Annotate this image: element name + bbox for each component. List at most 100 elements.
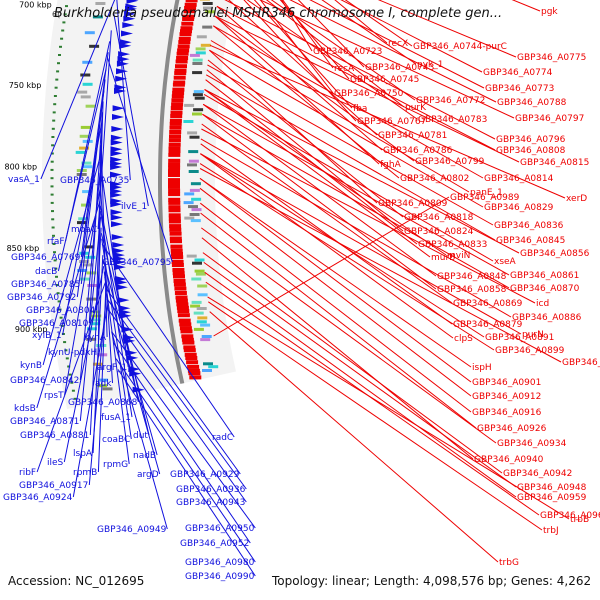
forward-gene	[170, 106, 183, 110]
tick-dot	[50, 201, 54, 204]
category-block	[95, 2, 106, 5]
leader-line	[208, 301, 543, 531]
forward-gene	[181, 337, 194, 342]
category-block	[197, 284, 208, 288]
reverse-gene	[110, 201, 123, 208]
forward-gene	[175, 295, 188, 300]
leader-line	[76, 90, 105, 298]
forward-gene	[182, 14, 195, 19]
leader-line	[36, 282, 106, 473]
leader-line	[42, 156, 101, 366]
kbp-label: 850 kbp	[7, 244, 40, 253]
gene-label-right: clpS	[454, 334, 473, 344]
forward-gene	[172, 87, 185, 92]
category-block	[200, 338, 211, 342]
gene-label-left: GBP346_A0735	[60, 176, 129, 186]
reverse-gene	[110, 184, 122, 191]
reverse-gene	[112, 114, 124, 120]
kbp-label: 800 kbp	[4, 163, 37, 172]
forward-gene	[168, 178, 180, 183]
forward-gene	[174, 286, 187, 291]
category-block	[82, 165, 93, 169]
gene-label-right: GBP346_A0879	[453, 320, 523, 330]
forward-gene	[178, 318, 191, 323]
category-block	[183, 201, 194, 205]
tick-dot	[61, 29, 65, 32]
gene-label-left: GBP346_A0929	[170, 470, 240, 480]
forward-gene	[172, 90, 185, 95]
stats-text: Topology: linear; Length: 4,098,576 bp; …	[272, 574, 592, 588]
forward-gene	[168, 173, 180, 177]
gene-label-left: GBP346_A0810	[19, 319, 89, 329]
category-block	[196, 35, 207, 39]
forward-gene	[173, 75, 186, 80]
kbp-label: 900 kbp	[15, 325, 48, 334]
category-block	[196, 307, 207, 310]
category-block	[188, 150, 199, 154]
gene-label-left: moaC	[71, 225, 97, 235]
leader-line	[106, 298, 247, 490]
category-block	[90, 322, 101, 326]
gene-label-left: rfaF	[47, 237, 65, 247]
gene-label-left: GBP346_A0842	[10, 376, 79, 386]
forward-gene	[168, 165, 181, 170]
gene-label-right: GBP346_A0796	[496, 135, 566, 145]
leader-line	[113, 14, 149, 207]
leader-line	[103, 271, 130, 465]
category-block	[189, 135, 200, 139]
tick-dot	[50, 168, 54, 171]
leader-line	[100, 233, 150, 436]
reverse-gene	[123, 15, 136, 22]
category-block	[199, 0, 210, 1]
forward-gene	[168, 200, 181, 205]
tick-dot	[52, 119, 56, 122]
forward-gene	[185, 0, 198, 3]
tick-dot	[73, 397, 77, 400]
leader-line	[115, 358, 256, 563]
forward-gene	[175, 64, 187, 69]
leader-line	[207, 296, 570, 520]
leader-line	[36, 200, 101, 409]
gene-label-left: rpmB	[73, 468, 97, 478]
tick-dot	[53, 95, 57, 97]
category-block	[77, 269, 88, 272]
gene-label-right: GBP346_A0899	[495, 346, 565, 356]
gene-label-left: xylB_1	[32, 331, 62, 341]
leader-line	[214, 15, 415, 162]
map-title: Burkholderia pseudomallei MSHR346 chromo…	[54, 6, 503, 21]
tick-dot	[50, 177, 54, 180]
leader-line	[202, 113, 510, 289]
category-block	[202, 25, 213, 29]
category-block	[203, 362, 213, 366]
leader-line	[200, 153, 454, 339]
leader-line	[202, 103, 510, 276]
forward-gene	[178, 40, 191, 45]
category-block	[190, 219, 201, 223]
leader-line	[204, 89, 520, 254]
reverse-gene	[113, 259, 126, 266]
gene-label-left: kynA	[84, 333, 107, 343]
forward-gene	[168, 142, 181, 147]
category-block	[190, 182, 201, 186]
gene-label-left: GBP346_A0936	[176, 485, 246, 495]
gene-label-left: argF_1	[97, 363, 127, 373]
forward-gene	[169, 224, 182, 229]
category-block	[192, 112, 202, 116]
reverse-gene	[121, 30, 133, 37]
gene-label-left: dut	[133, 431, 148, 441]
gene-label-right: fba	[353, 104, 367, 114]
gene-label-left: GBP346_A0881	[20, 431, 89, 441]
gene-label-left: kynB	[20, 361, 42, 371]
forward-gene	[168, 219, 181, 224]
category-block	[183, 120, 194, 123]
leader-line	[200, 143, 453, 325]
gene-label-right: ispH	[472, 363, 492, 373]
forward-gene	[168, 216, 181, 221]
forward-gene	[173, 274, 185, 279]
leader-line	[107, 57, 173, 263]
kbp-label: 700 kbp	[19, 1, 52, 10]
leader-line	[243, 0, 357, 122]
leader-line	[111, 331, 168, 530]
gene-label-right: GBP346_A0818	[404, 213, 474, 223]
leader-line	[112, 342, 251, 544]
